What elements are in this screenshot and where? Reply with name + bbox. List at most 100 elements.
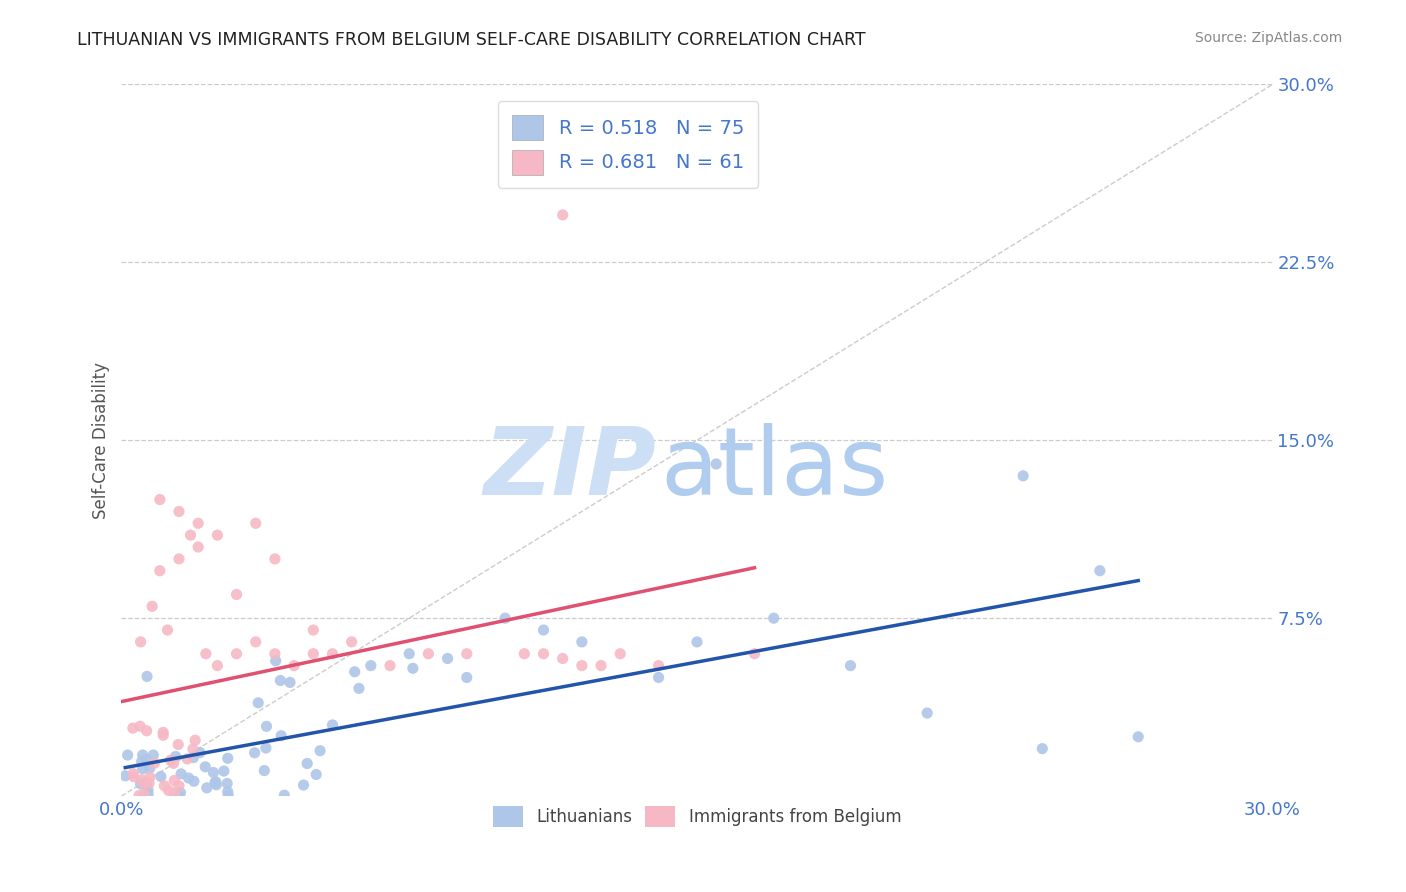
Point <box>321 718 343 732</box>
Point <box>114 769 136 783</box>
Point <box>135 779 157 793</box>
Point <box>302 647 325 661</box>
Point <box>122 721 145 735</box>
Point <box>135 753 157 767</box>
Point <box>131 772 153 787</box>
Point <box>135 723 157 738</box>
Point <box>194 760 217 774</box>
Text: ZIP: ZIP <box>484 423 657 515</box>
Point <box>138 761 160 775</box>
Point <box>245 516 267 531</box>
Point <box>138 776 160 790</box>
Point <box>142 747 165 762</box>
Point <box>187 516 209 531</box>
Point <box>254 741 277 756</box>
Point <box>117 747 139 762</box>
Point <box>176 752 198 766</box>
Point <box>1088 564 1111 578</box>
Point <box>217 776 239 790</box>
Point <box>456 671 478 685</box>
Point <box>169 786 191 800</box>
Point <box>360 658 382 673</box>
Point <box>132 787 155 801</box>
Point <box>179 528 201 542</box>
Point <box>129 719 152 733</box>
Point <box>204 775 226 789</box>
Point <box>141 599 163 614</box>
Point <box>398 647 420 661</box>
Point <box>343 665 366 679</box>
Point <box>195 780 218 795</box>
Point <box>245 635 267 649</box>
Point <box>436 651 458 665</box>
Point <box>305 767 328 781</box>
Text: atlas: atlas <box>661 423 889 515</box>
Point <box>131 747 153 762</box>
Point <box>533 647 555 661</box>
Point <box>181 742 204 756</box>
Point <box>177 771 200 785</box>
Point <box>253 764 276 778</box>
Point <box>340 635 363 649</box>
Point <box>136 669 159 683</box>
Point <box>744 647 766 661</box>
Point <box>143 756 166 771</box>
Point <box>163 786 186 800</box>
Point <box>1128 730 1150 744</box>
Point <box>131 755 153 769</box>
Point <box>167 779 190 793</box>
Point <box>212 764 235 778</box>
Point <box>187 540 209 554</box>
Point <box>551 208 574 222</box>
Point <box>270 729 292 743</box>
Point <box>647 658 669 673</box>
Point <box>513 647 536 661</box>
Point <box>686 635 709 649</box>
Point <box>609 647 631 661</box>
Point <box>184 733 207 747</box>
Point <box>647 671 669 685</box>
Point <box>589 658 612 673</box>
Point <box>762 611 785 625</box>
Point <box>131 762 153 776</box>
Point <box>243 746 266 760</box>
Point <box>205 778 228 792</box>
Point <box>162 756 184 771</box>
Point <box>170 767 193 781</box>
Point <box>152 725 174 739</box>
Point <box>571 635 593 649</box>
Point <box>165 749 187 764</box>
Point <box>418 647 440 661</box>
Point <box>217 789 239 803</box>
Point <box>202 765 225 780</box>
Point <box>278 675 301 690</box>
Point <box>159 753 181 767</box>
Point <box>302 623 325 637</box>
Point <box>347 681 370 696</box>
Point <box>292 778 315 792</box>
Point <box>167 504 190 518</box>
Point <box>295 756 318 771</box>
Point <box>217 785 239 799</box>
Point <box>494 611 516 625</box>
Y-axis label: Self-Care Disability: Self-Care Disability <box>93 362 110 519</box>
Point <box>188 746 211 760</box>
Point <box>122 770 145 784</box>
Point <box>839 658 862 673</box>
Point <box>264 654 287 668</box>
Point <box>402 661 425 675</box>
Point <box>167 789 190 803</box>
Point <box>283 658 305 673</box>
Point <box>1012 468 1035 483</box>
Point <box>139 770 162 784</box>
Point <box>128 789 150 803</box>
Legend: Lithuanians, Immigrants from Belgium: Lithuanians, Immigrants from Belgium <box>486 799 908 834</box>
Point <box>163 773 186 788</box>
Point <box>269 673 291 688</box>
Point <box>309 744 332 758</box>
Point <box>533 623 555 637</box>
Point <box>156 623 179 637</box>
Point <box>551 651 574 665</box>
Point <box>167 738 190 752</box>
Point <box>217 751 239 765</box>
